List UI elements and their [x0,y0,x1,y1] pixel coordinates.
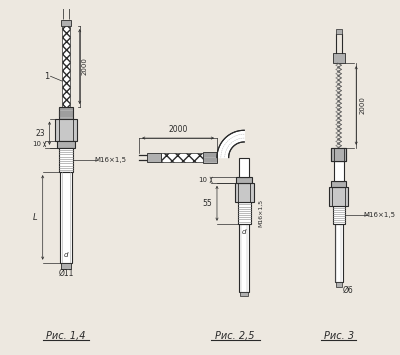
Bar [238,202,250,224]
Text: 10: 10 [198,177,207,183]
Text: Ø6: Ø6 [342,285,353,294]
Bar [331,148,346,162]
Bar [329,187,348,206]
Text: M16×1,5: M16×1,5 [94,157,126,163]
Text: |: | [67,8,71,19]
Bar [160,153,217,162]
Text: Рис. 1,4: Рис. 1,4 [46,331,86,341]
Bar [240,292,248,296]
Bar [236,177,252,183]
Bar [57,141,75,148]
Text: Рис. 2,5: Рис. 2,5 [215,331,254,341]
Bar [334,162,344,181]
Bar [55,119,77,141]
Text: 55: 55 [202,199,212,208]
Bar [336,29,342,34]
Bar [331,181,346,187]
Text: L: L [33,213,38,222]
Text: Рис. 3: Рис. 3 [324,331,354,341]
Text: d: d [242,229,246,235]
Bar [234,183,254,202]
Bar [60,172,72,263]
Bar [333,53,344,63]
Text: 23: 23 [35,129,45,138]
Bar [333,206,344,224]
Bar [239,158,249,177]
Bar [335,224,342,282]
Text: 2000: 2000 [359,97,365,114]
Bar [59,148,73,172]
Bar [331,148,346,162]
Polygon shape [217,130,244,158]
Bar [61,263,71,268]
Text: M16×1,5: M16×1,5 [364,212,396,218]
Bar [203,152,217,163]
Bar [147,153,160,162]
Bar [62,26,70,107]
Bar [239,224,249,292]
Text: Ø11: Ø11 [58,269,74,278]
Text: |: | [62,8,65,19]
Text: 1: 1 [44,72,49,81]
Bar [61,20,71,26]
Text: 2000: 2000 [168,125,188,134]
Bar [336,282,342,287]
Text: d: d [64,252,68,258]
Text: M16×1,5: M16×1,5 [258,199,263,227]
Bar [59,107,73,119]
Text: 2000: 2000 [82,58,88,76]
Text: 10: 10 [32,141,41,147]
